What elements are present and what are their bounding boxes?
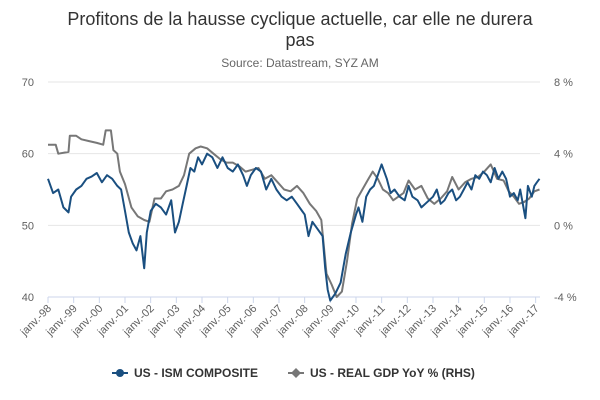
- legend-item[interactable]: US - ISM COMPOSITE: [112, 366, 258, 380]
- legend-marker: [291, 368, 301, 378]
- right-tick-label: -4 %: [554, 292, 577, 304]
- chart-title-line-2: pas: [285, 30, 314, 50]
- legend-label: US - REAL GDP YoY % (RHS): [310, 366, 475, 380]
- plot-area: [47, 129, 541, 302]
- legend-marker: [116, 369, 124, 377]
- chart-subtitle: Source: Datastream, SYZ AM: [221, 56, 378, 70]
- right-tick-label: 0 %: [554, 220, 573, 232]
- right-tick-label: 8 %: [554, 77, 573, 89]
- left-tick-label: 40: [22, 292, 34, 304]
- right-axis: -4 % 0 % 4 % 8 %: [554, 77, 577, 304]
- x-axis: janv.-98janv.-99janv.-00janv.-01janv.-02…: [18, 296, 542, 339]
- left-axis: 40 50 60 70: [22, 77, 34, 304]
- chart-title-line-1: Profitons de la hausse cyclique actuelle…: [67, 9, 533, 29]
- series-line: [48, 129, 540, 298]
- left-tick-label: 70: [22, 77, 34, 89]
- series-line: [47, 152, 541, 302]
- legend-label: US - ISM COMPOSITE: [134, 366, 258, 380]
- right-tick-label: 4 %: [554, 149, 573, 161]
- legend-item[interactable]: US - REAL GDP YoY % (RHS): [288, 366, 475, 380]
- left-tick-label: 50: [22, 220, 34, 232]
- legend: US - ISM COMPOSITE US - REAL GDP YoY % (R…: [112, 366, 475, 380]
- left-tick-label: 60: [22, 149, 34, 161]
